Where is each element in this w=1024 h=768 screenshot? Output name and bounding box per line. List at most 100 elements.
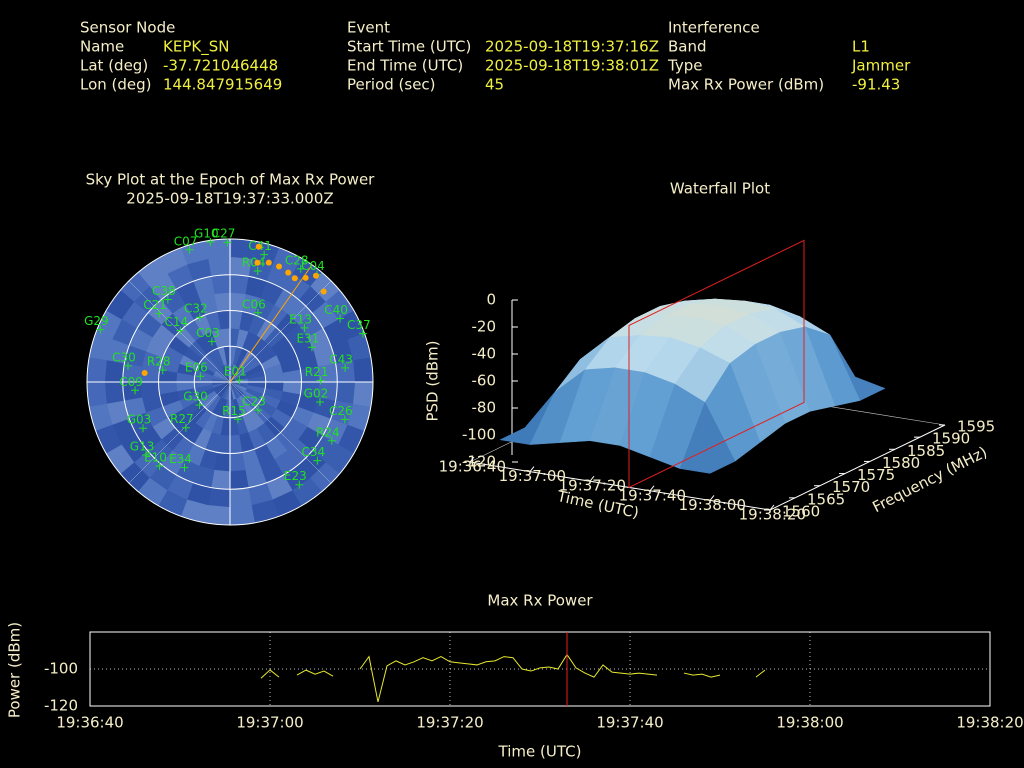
y-tick-label: 1575: [857, 466, 895, 484]
chart-title: Max Rx Power: [487, 592, 593, 610]
sky-cell: [140, 365, 160, 382]
sky-cell: [230, 310, 244, 330]
sky-cell: [204, 432, 221, 453]
trail-point: [285, 269, 292, 276]
sky-cell: [104, 380, 125, 404]
satellite-label: C03: [196, 326, 220, 340]
sky-cell: [205, 239, 232, 259]
satellite-label: R27: [170, 412, 194, 426]
sky-cell: [245, 388, 265, 401]
sky-cell: [253, 443, 275, 467]
sky-cell: [140, 381, 160, 398]
sky-cell: [145, 405, 169, 427]
sky-cell: [247, 382, 267, 389]
satellite: [180, 463, 189, 472]
satellite-label: C40: [324, 303, 348, 317]
sky-cell: [230, 382, 246, 394]
sky-cell: [176, 387, 197, 401]
sky-cell: [211, 382, 230, 389]
sky-cell: [208, 256, 232, 277]
satellite: [207, 337, 216, 346]
sky-cell: [242, 331, 258, 352]
sky-cell: [322, 319, 349, 347]
x-tick-label: 19:37:20: [559, 477, 626, 495]
z-axis-label: PSD (dBm): [424, 340, 442, 421]
satellite: [195, 313, 204, 322]
sky-cell: [137, 257, 169, 287]
sky-cell: [158, 246, 189, 274]
x-tick-label: 19:38:00: [679, 496, 746, 514]
sky-cell: [95, 309, 123, 340]
sky-cell: [254, 297, 276, 321]
sky-cell: [229, 452, 246, 472]
sky-cell: [167, 263, 195, 290]
sky-cell: [220, 327, 231, 347]
sky-cell: [111, 417, 138, 445]
sky-cell: [230, 382, 248, 392]
z-tick-label: -100: [462, 426, 496, 444]
sky-cell: [211, 328, 225, 349]
sky-cell: [250, 499, 280, 524]
satellite-label: E01: [224, 365, 247, 379]
sky-cell: [187, 258, 213, 282]
sky-cell: [243, 358, 262, 374]
satellite: [235, 376, 244, 385]
sky-cell: [318, 363, 338, 383]
sky-cell: [180, 240, 210, 265]
sky-cell: [211, 397, 224, 417]
sky-cell: [193, 375, 213, 382]
header-label: Lon (deg): [80, 76, 152, 94]
sky-cell: [291, 337, 315, 359]
sky-cell: [310, 272, 341, 303]
sky-cell: [122, 362, 143, 382]
satellite-label: C34: [302, 445, 326, 459]
satellite-label: C30: [112, 350, 136, 364]
trail-point: [276, 263, 283, 270]
sky-cell: [230, 363, 237, 382]
sky-cell: [206, 350, 222, 369]
satellite: [233, 415, 242, 424]
sky-cell: [160, 449, 186, 476]
sky-cell: [243, 390, 262, 406]
sky-cell: [158, 381, 178, 395]
sky-cell: [265, 372, 285, 383]
satellite: [155, 309, 164, 318]
sky-cell: [174, 416, 196, 438]
trail-point: [141, 370, 148, 377]
sky-cell: [158, 390, 180, 407]
sky-cell: [205, 310, 222, 332]
sky-cell: [105, 288, 135, 320]
sky-cell: [263, 388, 284, 401]
sky-cell: [216, 434, 230, 454]
sky-cell: [210, 469, 230, 490]
sky-cell: [88, 331, 113, 361]
sky-cell: [291, 406, 315, 428]
sky-cell: [106, 338, 130, 364]
sky-cell: [276, 400, 298, 419]
sky-cell: [166, 474, 194, 501]
sky-cell: [229, 417, 240, 437]
satellite: [139, 424, 148, 433]
header-value: Jammer: [851, 57, 911, 75]
satellite: [307, 343, 316, 352]
sky-cell: [195, 387, 215, 401]
z-tick-label: -60: [472, 372, 497, 390]
satellite: [206, 237, 215, 246]
trail-point: [254, 259, 261, 266]
satellite: [181, 423, 190, 432]
sky-cell: [87, 355, 107, 382]
sky-cell: [236, 328, 249, 349]
sky-cell: [223, 399, 230, 419]
trail-point: [302, 274, 309, 281]
satellite: [158, 366, 167, 375]
x-tick: [769, 504, 775, 511]
sky-cell: [230, 256, 253, 277]
trail-point: [320, 288, 327, 295]
header-value: -91.43: [852, 76, 900, 94]
sky-cell: [198, 358, 217, 374]
sky-cell: [194, 409, 213, 429]
sky-cell: [211, 347, 225, 367]
sky-cell: [198, 390, 217, 406]
x-axis: [469, 461, 771, 511]
direction-line: [229, 264, 313, 383]
